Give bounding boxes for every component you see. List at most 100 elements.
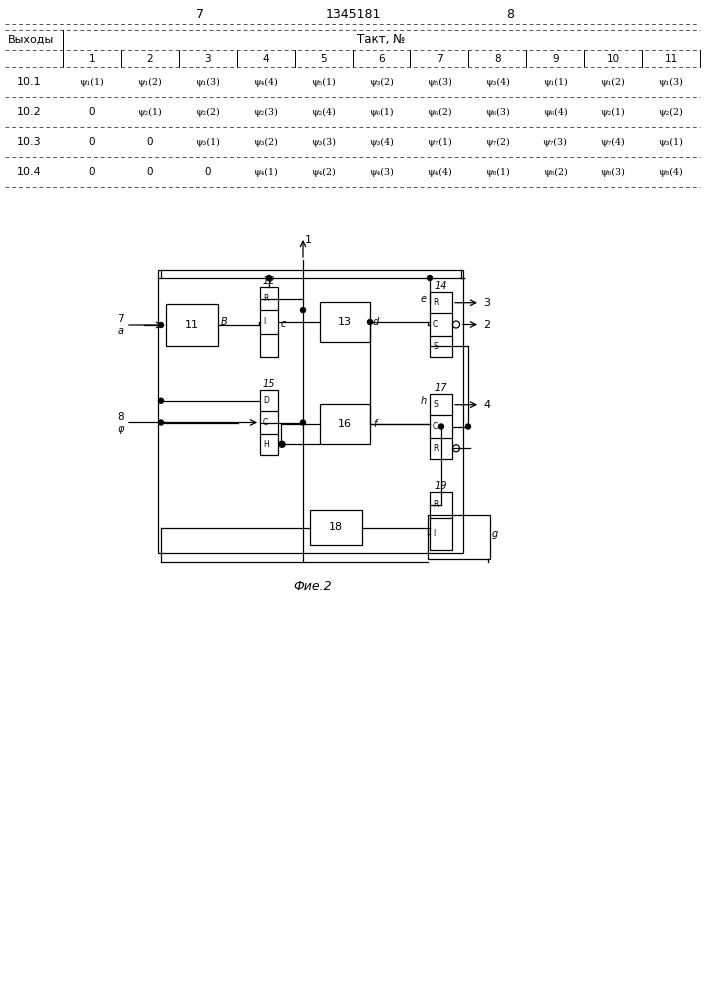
Text: S: S — [433, 400, 438, 409]
Text: φ: φ — [117, 424, 124, 434]
Text: 9: 9 — [552, 53, 559, 64]
Text: e: e — [421, 294, 427, 304]
Text: 11: 11 — [185, 320, 199, 330]
Text: 0: 0 — [146, 167, 153, 177]
Text: ψ₂(2): ψ₂(2) — [195, 107, 220, 117]
Text: ψ₄(1): ψ₄(1) — [253, 167, 278, 177]
Text: 8: 8 — [494, 53, 501, 64]
Text: ψ₂(1): ψ₂(1) — [137, 107, 162, 117]
Text: ψ₃(1): ψ₃(1) — [195, 137, 220, 147]
Text: ψ₁(1): ψ₁(1) — [80, 77, 105, 87]
Bar — [310, 510, 362, 545]
Text: 8: 8 — [117, 412, 124, 422]
Text: 10.2: 10.2 — [17, 107, 42, 117]
Text: f: f — [373, 419, 376, 429]
Text: I: I — [433, 529, 436, 538]
Circle shape — [267, 275, 271, 280]
Text: ψ₇(1): ψ₇(1) — [427, 137, 452, 147]
Text: 7: 7 — [436, 53, 443, 64]
Text: 4: 4 — [262, 53, 269, 64]
Text: ψ₁(3): ψ₁(3) — [195, 77, 220, 87]
Text: ψ₃(4): ψ₃(4) — [485, 77, 510, 87]
Text: ψ₈(4): ψ₈(4) — [659, 167, 684, 177]
Text: 10.1: 10.1 — [17, 77, 41, 87]
Text: ψ₇(3): ψ₇(3) — [543, 137, 568, 147]
Text: C: C — [433, 422, 438, 431]
Text: ψ₆(2): ψ₆(2) — [427, 107, 452, 117]
Circle shape — [428, 275, 433, 280]
Circle shape — [368, 320, 373, 324]
Text: ψ₂(4): ψ₂(4) — [311, 107, 336, 117]
Text: ψ₆(3): ψ₆(3) — [485, 107, 510, 117]
Text: 15: 15 — [263, 379, 275, 389]
Text: ψ₃(2): ψ₃(2) — [253, 137, 278, 147]
Text: 0: 0 — [204, 167, 211, 177]
Text: R: R — [433, 298, 438, 307]
Text: H: H — [263, 440, 269, 449]
Text: D: D — [263, 396, 269, 405]
Circle shape — [279, 441, 285, 447]
Bar — [320, 302, 370, 342]
Text: Фие.2: Фие.2 — [293, 580, 332, 593]
Text: ψ₁(1): ψ₁(1) — [543, 77, 568, 87]
Text: Такт, №: Такт, № — [357, 33, 406, 46]
Text: 6: 6 — [378, 53, 385, 64]
Text: R: R — [433, 444, 438, 453]
Text: ψ₄(3): ψ₄(3) — [369, 167, 394, 177]
Circle shape — [300, 420, 305, 425]
Text: 0: 0 — [88, 167, 95, 177]
Text: h: h — [421, 396, 427, 406]
Text: ψ₅(3): ψ₅(3) — [427, 77, 452, 87]
Text: 0: 0 — [146, 137, 153, 147]
Text: ψ₈(1): ψ₈(1) — [485, 167, 510, 177]
Text: ψ₆(1): ψ₆(1) — [369, 107, 394, 117]
Bar — [428, 515, 490, 559]
Text: 7: 7 — [196, 7, 204, 20]
Text: ψ₃(1): ψ₃(1) — [659, 137, 684, 147]
Bar — [430, 394, 452, 459]
Text: 7: 7 — [117, 314, 124, 324]
Circle shape — [438, 424, 443, 429]
Text: 2: 2 — [483, 320, 490, 330]
Text: 13: 13 — [338, 317, 352, 327]
Text: ψ₇(4): ψ₇(4) — [601, 137, 626, 147]
Text: ψ₂(2): ψ₂(2) — [659, 107, 684, 117]
Text: 5: 5 — [320, 53, 327, 64]
Text: a: a — [118, 326, 124, 336]
Bar — [260, 287, 278, 357]
Text: ψ₁(2): ψ₁(2) — [601, 77, 626, 87]
Text: ψ₅(1): ψ₅(1) — [311, 77, 336, 87]
Text: ψ₄(4): ψ₄(4) — [253, 77, 278, 87]
Text: 10.3: 10.3 — [17, 137, 41, 147]
Text: 4: 4 — [483, 400, 490, 410]
Circle shape — [158, 420, 163, 425]
Bar — [430, 492, 452, 550]
Text: 14: 14 — [435, 281, 448, 291]
Text: 3: 3 — [483, 298, 490, 308]
Text: R: R — [263, 294, 269, 303]
Text: ψ₃(3): ψ₃(3) — [311, 137, 336, 147]
Text: ψ₆(4): ψ₆(4) — [543, 107, 568, 117]
Text: Выходы: Выходы — [8, 35, 54, 45]
Text: 1: 1 — [88, 53, 95, 64]
Text: 1: 1 — [305, 235, 312, 245]
Text: 3: 3 — [204, 53, 211, 64]
Text: ψ₃(2): ψ₃(2) — [369, 77, 394, 87]
Text: d: d — [373, 317, 379, 327]
Text: C: C — [433, 320, 438, 329]
Circle shape — [300, 308, 305, 313]
Bar — [158, 270, 463, 553]
Text: c: c — [281, 319, 286, 329]
Text: 18: 18 — [329, 522, 343, 532]
Text: 1345181: 1345181 — [325, 7, 380, 20]
Bar — [430, 292, 452, 357]
Text: g: g — [492, 529, 498, 539]
Text: 0: 0 — [88, 137, 95, 147]
Text: ψ₁(2): ψ₁(2) — [137, 77, 162, 87]
Text: C: C — [263, 418, 268, 427]
Text: 17: 17 — [435, 383, 448, 393]
Text: ψ₁(3): ψ₁(3) — [659, 77, 684, 87]
Text: ψ₄(4): ψ₄(4) — [427, 167, 452, 177]
Text: 2: 2 — [146, 53, 153, 64]
Text: R: R — [433, 500, 438, 509]
